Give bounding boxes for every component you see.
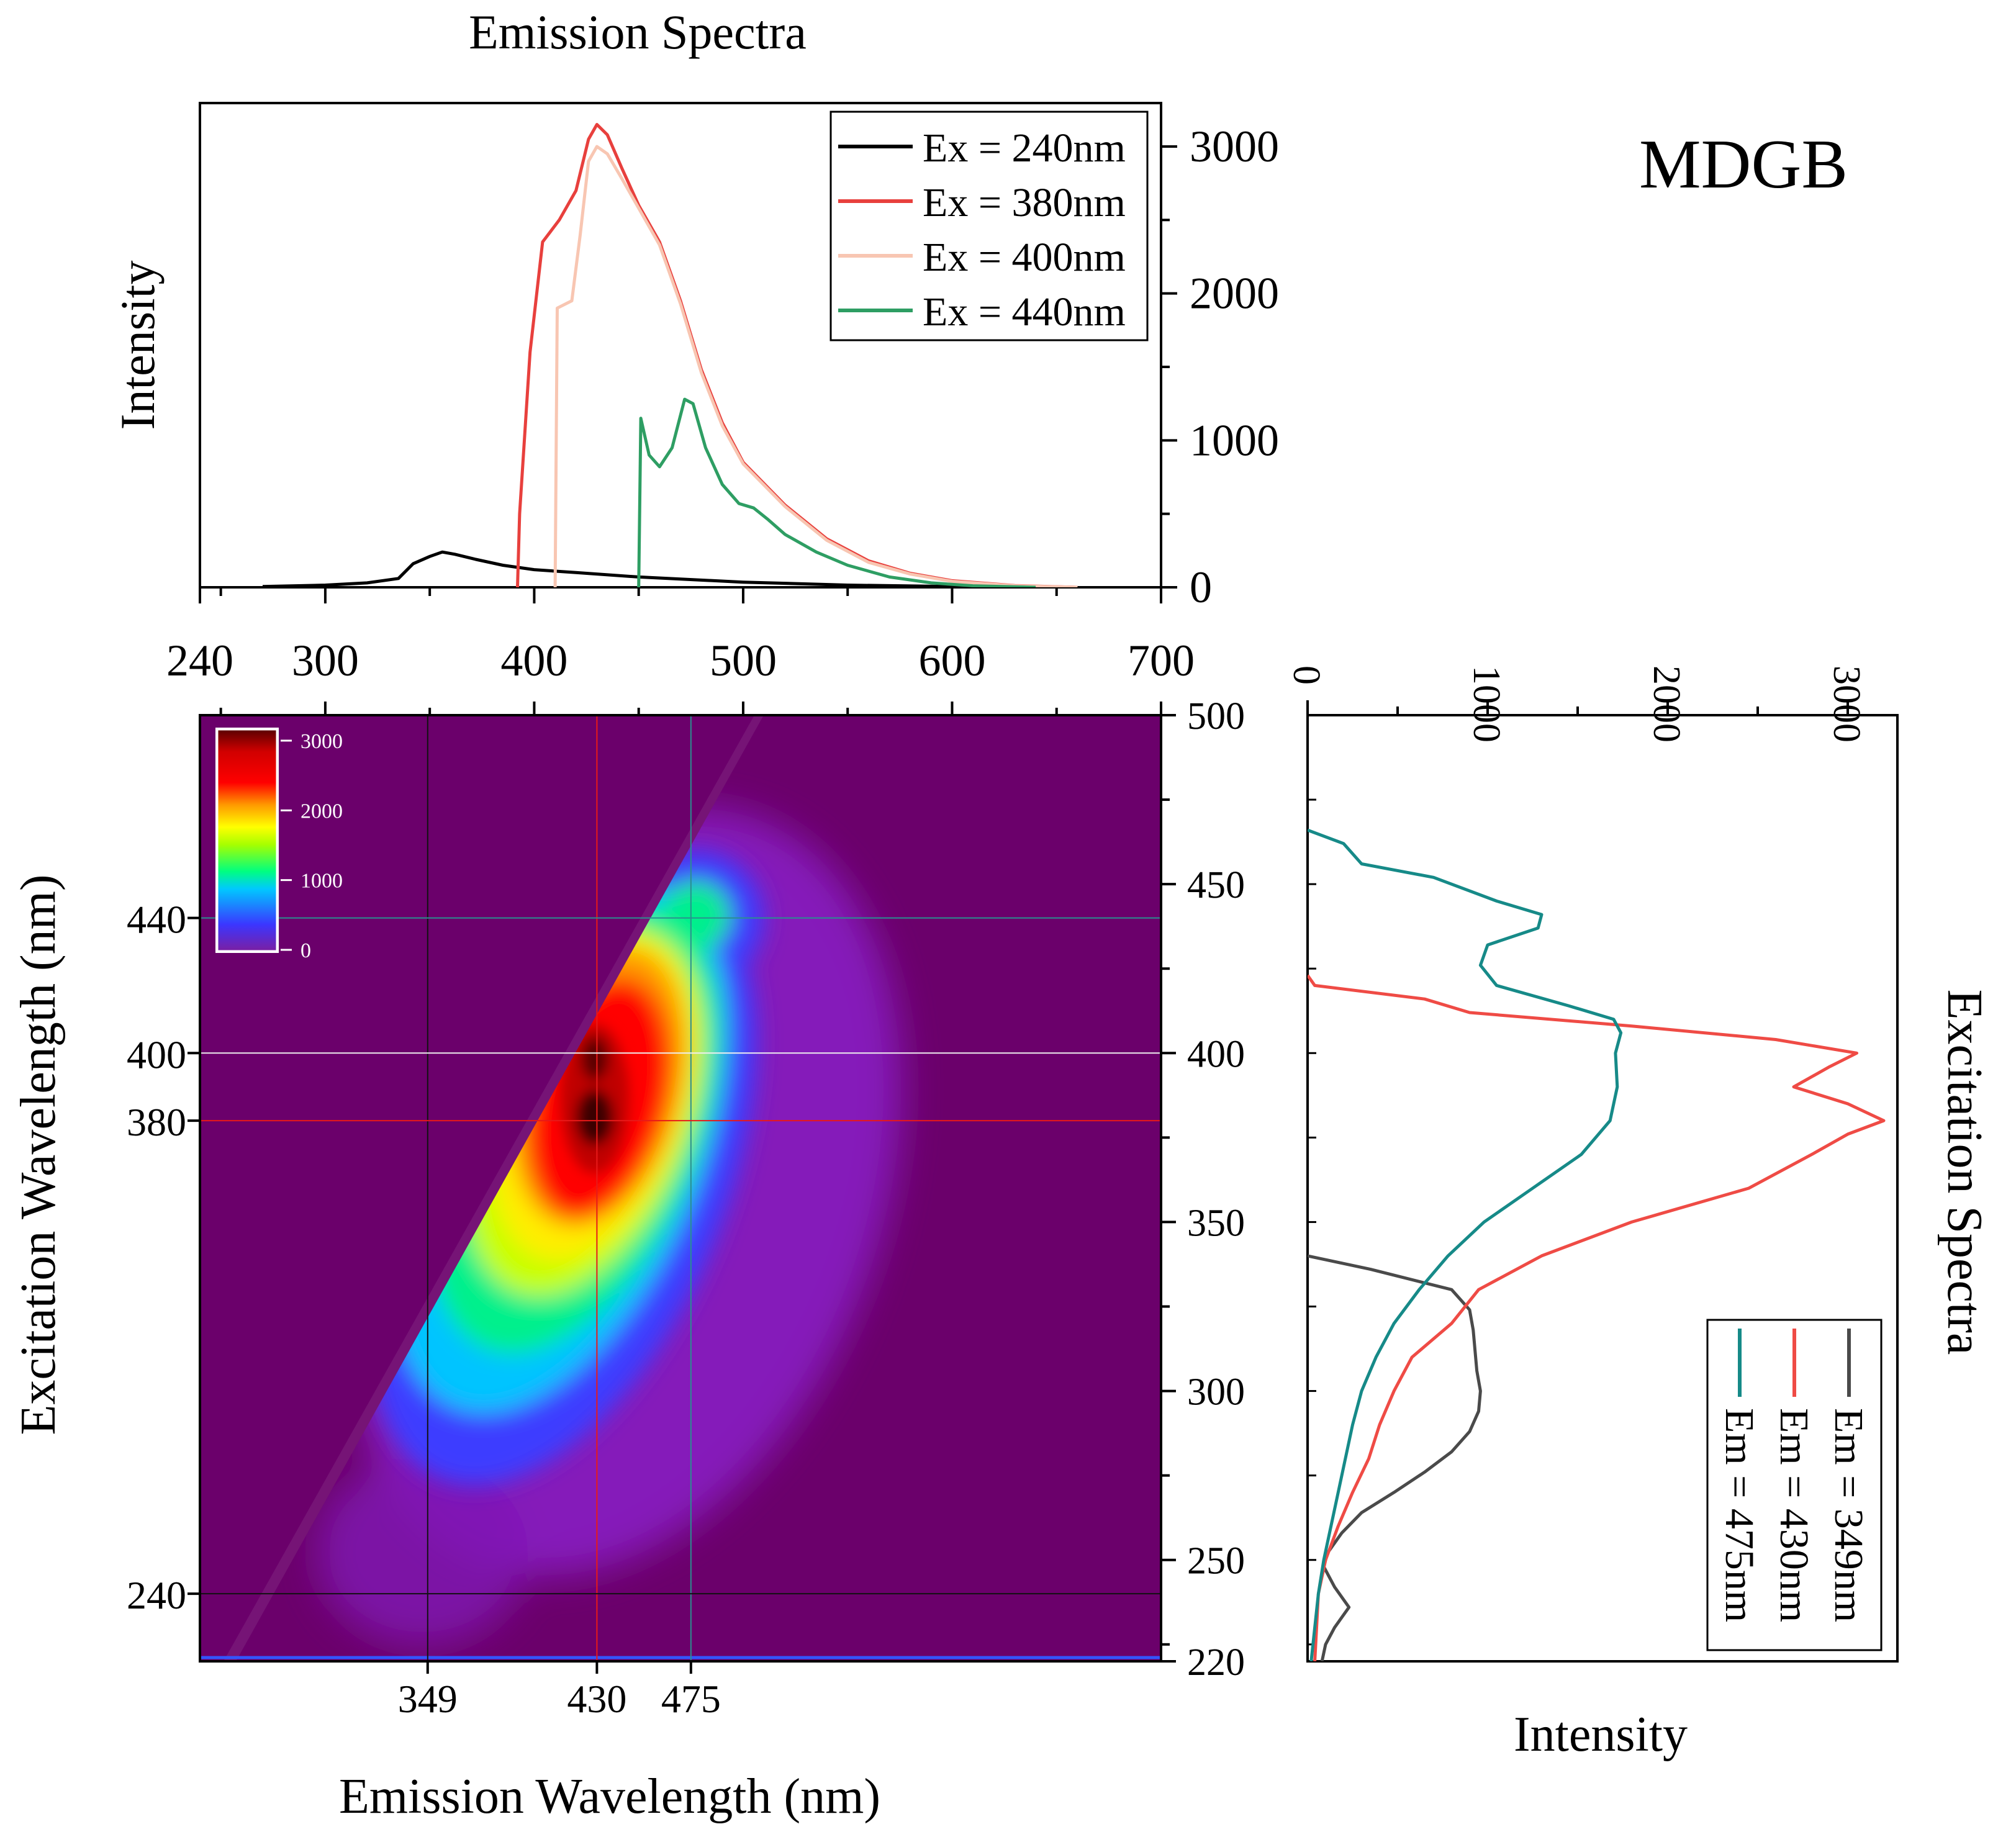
heatmap-right-axis: 220 250 300 350 400 450 500 <box>1161 695 1245 1684</box>
excitation-xlabel: Intensity <box>1514 1707 1688 1762</box>
excitation-x-tick-label: 2000 <box>1645 666 1688 742</box>
heatmap-peaks <box>561 1024 629 1173</box>
emission-legend-box <box>829 111 1149 341</box>
colorbar-tick-label: 0 <box>301 939 311 962</box>
excitation-panel: 0 1000 2000 3000 Intensity Excitation Spect… <box>1285 666 1992 1762</box>
legend-label-ex240: Ex = 240nm <box>923 125 1126 171</box>
legend-label-em475: Em = 475nm <box>1717 1408 1762 1622</box>
heatmap-left-tick-label: 400 <box>127 1032 186 1076</box>
emission-line-240nm <box>262 550 1078 587</box>
heatmap-right-tick-label: 400 <box>1187 1033 1245 1075</box>
emission-map-panel: 240 380 400 440 349 430 475 220 250 300 350 400 45… <box>11 695 1245 1824</box>
emission-y-axis: 0 1000 2000 3000 <box>1161 122 1279 612</box>
contour-green-peak <box>661 882 730 950</box>
heatmap-right-tick-label: 250 <box>1187 1540 1245 1582</box>
emission-y-tick-label: 1000 <box>1190 415 1279 465</box>
emission-x-tick-label: 400 <box>500 636 567 685</box>
emission-y-tick-label: 0 <box>1190 562 1212 612</box>
emission-line-440nm <box>637 397 1036 587</box>
excitation-frame <box>1306 714 1899 1663</box>
heatmap-right-tick-label: 500 <box>1187 695 1245 738</box>
emission-y-tick-label: 2000 <box>1190 269 1279 318</box>
emission-ylabel: Intensity <box>111 261 165 430</box>
heatmap-left-tick-label: 240 <box>127 1573 186 1617</box>
emission-panel: Emission Spectra Intensity 240 300 400 500 6… <box>111 5 1279 685</box>
excitation-x-axis: 0 1000 2000 3000 <box>1285 666 1868 1646</box>
emission-x-tick-label: 300 <box>292 636 359 685</box>
emission-line-400nm <box>553 145 1078 587</box>
heatmap-image <box>200 715 1161 1661</box>
legend-label-em430: Em = 430nm <box>1771 1408 1817 1622</box>
emission-x-tick-label: 240 <box>166 636 233 685</box>
excitation-x-tick-label: 1000 <box>1465 666 1507 742</box>
emission-legend: Ex = 240nm Ex = 380nm Ex = 400nm Ex = 44… <box>829 111 1149 341</box>
emission-y-tick-label: 3000 <box>1190 122 1279 171</box>
heatmap-right-tick-label: 350 <box>1187 1202 1245 1244</box>
emission-x-tick-label: 500 <box>710 636 777 685</box>
heatmap-right-tick-label: 220 <box>1187 1641 1245 1684</box>
colorbar-ticks: 3000 2000 1000 0 <box>281 730 343 962</box>
heatmap-top-ticks <box>219 702 1162 715</box>
heatmap-guide-lines <box>200 715 1161 1661</box>
legend-label-ex440: Ex = 440nm <box>923 289 1126 335</box>
heatmap-left-marks: 240 380 400 440 <box>127 898 200 1617</box>
peak-400 <box>581 1037 608 1080</box>
heatmap-frame <box>199 714 1162 1663</box>
heatmap-xlabel: Emission Wavelength (nm) <box>339 1769 880 1824</box>
emission-x-tick-label: 600 <box>918 636 985 685</box>
colorbar: 3000 2000 1000 0 <box>215 728 343 962</box>
heatmap-right-tick-label: 450 <box>1187 864 1245 906</box>
excitation-x-tick-label: 3000 <box>1825 666 1868 742</box>
legend-label-em349: Em = 349nm <box>1826 1408 1871 1622</box>
legend-label-ex400: Ex = 400nm <box>923 235 1126 280</box>
excitation-title: Excitation Spectra <box>1937 990 1992 1355</box>
heatmap-cutoff-edge <box>224 715 764 1661</box>
emission-title: Emission Spectra <box>469 5 807 59</box>
excitation-line-430nm <box>1308 974 1886 1661</box>
excitation-line-475nm <box>1308 828 1623 1661</box>
heatmap-ylabel: Excitation Wavelength (nm) <box>11 875 66 1435</box>
heatmap-bottom-tick-label: 475 <box>661 1677 721 1721</box>
emission-x-tick-label: 700 <box>1128 636 1195 685</box>
heatmap-cutoff-mask <box>200 715 764 1661</box>
excitation-x-tick-label: 0 <box>1285 666 1327 685</box>
colorbar-tick-label: 3000 <box>301 730 343 753</box>
excitation-series <box>1308 828 1886 1661</box>
colorbar-tick-label: 2000 <box>301 800 343 823</box>
heatmap-left-tick-label: 380 <box>127 1100 186 1144</box>
heatmap-bottom-marks: 349 430 475 <box>398 1661 721 1721</box>
figure-label: MDGB <box>1639 126 1848 203</box>
peak-380 <box>576 1090 613 1145</box>
excitation-legend: Em = 349nm Em = 430nm Em = 475nm <box>1706 1319 1883 1651</box>
halo-low <box>317 1459 528 1645</box>
emission-frame <box>199 102 1162 589</box>
heatmap-right-tick-label: 300 <box>1187 1371 1245 1414</box>
emission-series <box>262 123 1078 587</box>
heatmap-left-tick-label: 440 <box>127 898 186 942</box>
colorbar-tick-label: 1000 <box>301 870 343 893</box>
excitation-line-349nm <box>1308 1254 1482 1661</box>
heatmap-bottom-tick-label: 430 <box>567 1677 626 1721</box>
colorbar-gradient <box>216 728 278 952</box>
emission-x-axis: 240 300 400 500 600 700 <box>166 587 1195 685</box>
heatmap-bottom-tick-label: 349 <box>398 1677 458 1721</box>
legend-label-ex380: Ex = 380nm <box>923 180 1126 225</box>
